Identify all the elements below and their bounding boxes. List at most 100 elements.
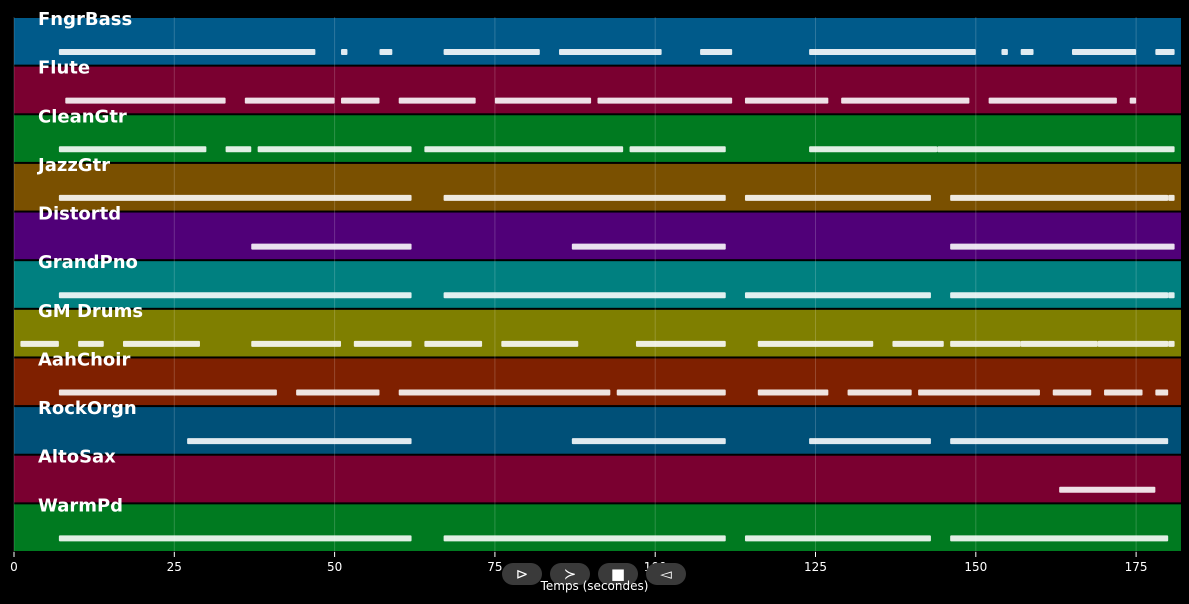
note-segment — [225, 146, 252, 153]
track-name: Distortd — [38, 204, 121, 225]
x-tick-label: 25 — [167, 560, 182, 574]
note-segment — [65, 97, 226, 104]
note-segment — [809, 438, 931, 445]
track-band — [14, 163, 1181, 211]
stop-icon: ■ — [610, 565, 626, 583]
note-segment — [1052, 389, 1092, 396]
x-tick-label: 75 — [487, 560, 502, 574]
note-segment — [1168, 340, 1175, 347]
note-segment — [1001, 49, 1008, 56]
note-segment — [744, 292, 931, 299]
note-segment — [1097, 340, 1169, 347]
track-band — [14, 66, 1181, 114]
note-segment — [950, 535, 1169, 542]
note-segment — [58, 194, 412, 201]
note-segment — [559, 49, 662, 56]
track-band — [14, 309, 1181, 357]
note-segment — [809, 146, 938, 153]
back-icon: ◅ — [660, 565, 672, 583]
note-segment — [744, 535, 931, 542]
note-segment — [443, 49, 540, 56]
note-segment — [424, 340, 483, 347]
note-segment — [296, 389, 380, 396]
note-segment — [841, 97, 970, 104]
note-segment — [950, 292, 1169, 299]
track-name: RockOrgn — [38, 398, 137, 419]
x-tick-label: 0 — [10, 560, 18, 574]
note-segment — [58, 292, 412, 299]
x-tick-label: 50 — [327, 560, 342, 574]
note-segment — [988, 97, 1117, 104]
track-name: GrandPno — [38, 252, 138, 273]
track-band — [14, 212, 1181, 260]
note-segment — [1071, 49, 1137, 56]
track-band — [14, 358, 1181, 406]
note-segment — [937, 146, 1175, 153]
track-name: AahChoir — [38, 349, 130, 370]
track-band — [14, 115, 1181, 162]
track-name: JazzGtr — [36, 155, 110, 176]
note-segment — [443, 194, 726, 201]
note-segment — [757, 389, 829, 396]
note-segment — [251, 340, 342, 347]
note-segment — [398, 389, 611, 396]
note-segment — [501, 340, 579, 347]
note-segment — [616, 389, 726, 396]
note-segment — [58, 389, 277, 396]
note-segment — [1129, 97, 1137, 104]
note-segment — [571, 438, 726, 445]
note-segment — [629, 146, 726, 153]
track-band — [14, 504, 1181, 551]
track-name: CleanGtr — [38, 106, 127, 127]
note-segment — [1155, 389, 1169, 396]
track-name: FngrBass — [38, 9, 132, 30]
note-segment — [744, 194, 931, 201]
track-band — [14, 261, 1181, 308]
forward-icon: ≻ — [563, 565, 577, 583]
note-segment — [1155, 49, 1175, 56]
note-segment — [424, 146, 624, 153]
x-tick-label: 175 — [1125, 560, 1148, 574]
stop-button[interactable]: ■ — [598, 563, 638, 585]
note-segment — [58, 146, 207, 153]
note-segment — [78, 340, 104, 347]
note-segment — [251, 243, 412, 250]
note-segment — [341, 49, 348, 56]
note-segment — [379, 49, 393, 56]
track-band — [14, 455, 1181, 503]
forward-button[interactable]: ≻ — [550, 563, 590, 585]
note-segment — [950, 243, 1175, 250]
note-segment — [58, 49, 316, 56]
note-segment — [1020, 49, 1034, 56]
back-button[interactable]: ◅ — [646, 563, 686, 585]
note-segment — [847, 389, 912, 396]
note-segment — [58, 535, 412, 542]
note-segment — [398, 97, 476, 104]
note-segment — [950, 438, 1169, 445]
note-segment — [1104, 389, 1143, 396]
note-segment — [257, 146, 412, 153]
note-segment — [700, 49, 733, 56]
play-icon: ⊳ — [515, 565, 529, 583]
note-segment — [244, 97, 335, 104]
note-segment — [757, 340, 874, 347]
note-segment — [635, 340, 726, 347]
note-segment — [443, 535, 726, 542]
note-segment — [1020, 340, 1098, 347]
track-name: GM Drums — [38, 301, 143, 322]
note-segment — [1168, 292, 1175, 299]
note-segment — [20, 340, 59, 347]
play-button[interactable]: ⊳ — [502, 563, 542, 585]
note-segment — [1168, 194, 1175, 201]
note-segment — [950, 340, 1021, 347]
note-segment — [950, 194, 1169, 201]
note-segment — [353, 340, 412, 347]
note-segment — [187, 438, 412, 445]
playback-controls: ⊳ ≻ ■ ◅ — [502, 563, 688, 587]
track-band — [14, 407, 1181, 454]
x-tick-label: 150 — [964, 560, 987, 574]
note-segment — [341, 97, 380, 104]
note-segment — [892, 340, 944, 347]
note-segment — [918, 389, 1040, 396]
